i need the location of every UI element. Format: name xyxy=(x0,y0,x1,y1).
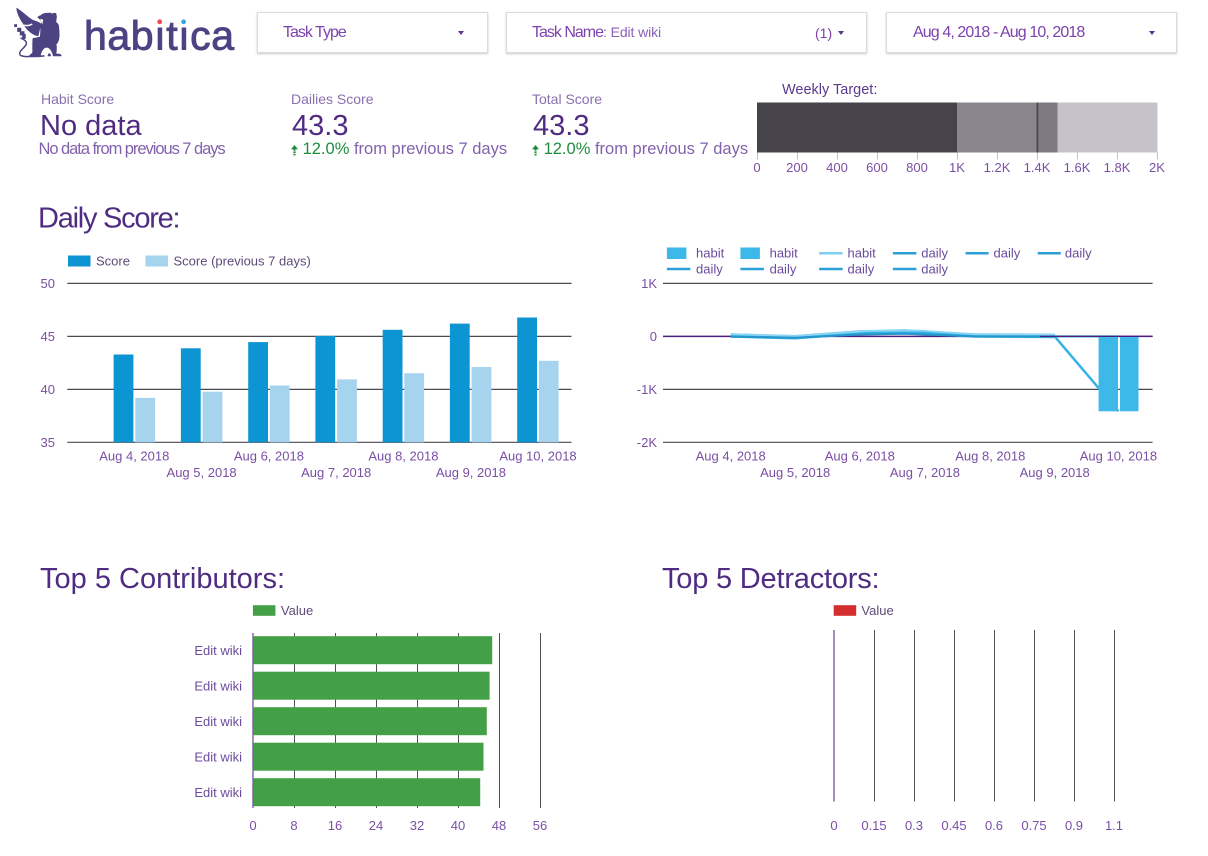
svg-text:-1K: -1K xyxy=(637,382,658,397)
svg-text:Edit wiki: Edit wiki xyxy=(194,749,242,764)
svg-text:Aug 10, 2018: Aug 10, 2018 xyxy=(499,449,576,464)
svg-text:8: 8 xyxy=(290,818,297,833)
svg-text:habit: habit xyxy=(696,246,725,261)
svg-text:1.4K: 1.4K xyxy=(1024,160,1051,175)
svg-text:1.8K: 1.8K xyxy=(1104,160,1131,175)
svg-text:35: 35 xyxy=(41,435,55,450)
svg-text:56: 56 xyxy=(533,818,547,833)
svg-text:1.1: 1.1 xyxy=(1105,818,1123,833)
svg-text:24: 24 xyxy=(369,818,383,833)
svg-text:Score: Score xyxy=(96,254,130,269)
svg-text:habit: habit xyxy=(848,246,877,261)
svg-text:40: 40 xyxy=(451,818,465,833)
svg-text:Aug 10, 2018: Aug 10, 2018 xyxy=(1080,449,1157,464)
svg-text:Aug 7, 2018: Aug 7, 2018 xyxy=(890,465,960,480)
svg-text:0.6: 0.6 xyxy=(985,818,1003,833)
svg-text:800: 800 xyxy=(906,160,928,175)
svg-text:Aug 9, 2018: Aug 9, 2018 xyxy=(436,465,506,480)
svg-text:Aug 4, 2018: Aug 4, 2018 xyxy=(696,449,766,464)
svg-text:Aug 8, 2018: Aug 8, 2018 xyxy=(955,449,1025,464)
svg-text:-2K: -2K xyxy=(637,435,658,450)
svg-text:1.2K: 1.2K xyxy=(984,160,1011,175)
svg-text:0.9: 0.9 xyxy=(1065,818,1083,833)
svg-text:1K: 1K xyxy=(641,276,657,291)
svg-text:50: 50 xyxy=(41,276,55,291)
svg-text:Edit wiki: Edit wiki xyxy=(194,785,242,800)
svg-text:0: 0 xyxy=(249,818,256,833)
svg-text:48: 48 xyxy=(492,818,506,833)
svg-text:0: 0 xyxy=(830,818,837,833)
svg-text:Weekly Target:: Weekly Target: xyxy=(782,82,877,98)
svg-text:0.45: 0.45 xyxy=(941,818,966,833)
svg-text:habit: habit xyxy=(770,246,799,261)
svg-text:Aug 9, 2018: Aug 9, 2018 xyxy=(1020,465,1090,480)
svg-text:400: 400 xyxy=(826,160,848,175)
svg-text:40: 40 xyxy=(41,382,55,397)
svg-text:daily: daily xyxy=(921,261,948,276)
svg-text:Aug 6, 2018: Aug 6, 2018 xyxy=(234,449,304,464)
svg-text:Value: Value xyxy=(861,603,893,618)
svg-text:0.3: 0.3 xyxy=(905,818,923,833)
svg-text:Aug 5, 2018: Aug 5, 2018 xyxy=(760,465,830,480)
svg-text:Top 5 Contributors:: Top 5 Contributors: xyxy=(40,563,285,595)
svg-text:200: 200 xyxy=(786,160,808,175)
svg-text:Aug 7, 2018: Aug 7, 2018 xyxy=(301,465,371,480)
svg-text:Value: Value xyxy=(281,603,313,618)
svg-text:daily: daily xyxy=(696,261,723,276)
svg-text:2K: 2K xyxy=(1149,160,1165,175)
svg-text:daily: daily xyxy=(994,246,1021,261)
svg-text:16: 16 xyxy=(328,818,342,833)
svg-text:habıtıca: habıtıca xyxy=(84,13,235,59)
svg-text:0: 0 xyxy=(753,160,760,175)
svg-text:600: 600 xyxy=(866,160,888,175)
svg-text:45: 45 xyxy=(41,329,55,344)
svg-text:32: 32 xyxy=(410,818,424,833)
svg-text:Aug 5, 2018: Aug 5, 2018 xyxy=(167,465,237,480)
svg-text:daily: daily xyxy=(848,261,875,276)
svg-text:daily: daily xyxy=(921,246,948,261)
svg-text:Aug 8, 2018: Aug 8, 2018 xyxy=(368,449,438,464)
svg-text:Aug 4, 2018: Aug 4, 2018 xyxy=(99,449,169,464)
svg-text:Top 5 Detractors:: Top 5 Detractors: xyxy=(662,563,879,595)
svg-text:Edit wiki: Edit wiki xyxy=(194,678,242,693)
svg-text:Daily Score:: Daily Score: xyxy=(38,203,179,235)
svg-text:Score (previous 7 days): Score (previous 7 days) xyxy=(174,254,311,269)
svg-text:1K: 1K xyxy=(949,160,965,175)
svg-text:daily: daily xyxy=(770,261,797,276)
svg-text:0.75: 0.75 xyxy=(1021,818,1046,833)
svg-text:0: 0 xyxy=(650,329,657,344)
svg-text:0.15: 0.15 xyxy=(861,818,886,833)
svg-text:Edit wiki: Edit wiki xyxy=(194,643,242,658)
svg-text:Aug 6, 2018: Aug 6, 2018 xyxy=(825,449,895,464)
svg-text:daily: daily xyxy=(1065,246,1092,261)
svg-text:1.6K: 1.6K xyxy=(1064,160,1091,175)
svg-text:Edit wiki: Edit wiki xyxy=(194,714,242,729)
